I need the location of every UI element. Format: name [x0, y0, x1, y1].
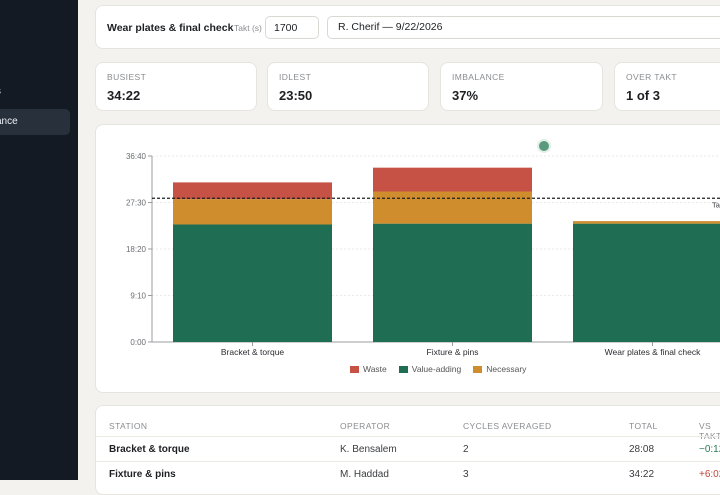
column-header-total[interactable]: TOTAL — [629, 421, 658, 431]
legend-label: Necessary — [486, 364, 527, 374]
sidebar-item-active[interactable]: ance — [0, 109, 70, 135]
takt-input[interactable] — [265, 16, 319, 39]
bar-value-adding-2 — [373, 223, 532, 342]
x-tick-label: Bracket & torque — [221, 347, 285, 357]
takt-line-label: Takt — [712, 200, 720, 209]
stat-value: 34:22 — [107, 88, 141, 103]
chart-legend: Waste Value-adding Necessary — [350, 364, 526, 374]
bar-necessary-1 — [173, 199, 332, 225]
bar-necessary-3 — [573, 221, 720, 224]
sidebar: s ance — [0, 0, 78, 480]
station-header: Wear plates & final check Takt (s) R. Ch… — [95, 5, 720, 49]
sidebar-item-label: s — [0, 79, 1, 105]
legend-item-waste: Waste — [350, 364, 387, 374]
column-header-cycles[interactable]: CYCLES AVERAGED — [463, 421, 552, 431]
legend-swatch-waste — [350, 365, 359, 373]
divider — [96, 436, 720, 437]
drag-handle-dot[interactable] — [537, 139, 551, 153]
stat-value: 1 of 3 — [626, 88, 660, 103]
y-tick-label: 27:30 — [126, 199, 147, 208]
takt-label: Takt (s) — [234, 23, 262, 33]
station-load-chart-card: 0:00 9:10 18:20 27:30 36:40 Bracket & torque F… — [95, 124, 720, 393]
legend-item-necessary: Necessary — [473, 364, 526, 374]
cell-cycles: 3 — [463, 469, 469, 480]
cell-operator: K. Bensalem — [340, 444, 397, 455]
bar-value-adding-1 — [173, 224, 332, 342]
column-header-operator[interactable]: OPERATOR — [340, 421, 391, 431]
stat-card-busiest: BUSIEST 34:22 — [95, 62, 257, 111]
station-title: Wear plates & final check — [107, 22, 234, 34]
bar-value-adding-3 — [573, 223, 720, 342]
stat-label: IDLEST — [279, 72, 312, 82]
stat-card-imbalance: IMBALANCE 37% — [440, 62, 603, 111]
legend-label: Waste — [363, 364, 387, 374]
stat-label: BUSIEST — [107, 72, 147, 82]
stat-value: 23:50 — [279, 88, 313, 103]
operator-date-select[interactable]: R. Cherif — 9/22/2026 — [327, 16, 720, 39]
legend-swatch-necessary — [473, 365, 483, 373]
cell-station: Bracket & torque — [109, 444, 190, 455]
sidebar-item[interactable]: s — [0, 79, 70, 105]
stat-card-over-takt: OVER TAKT 1 of 3 — [614, 62, 720, 111]
cell-vs-takt: +6:02 — [699, 469, 720, 480]
stat-card-idlest: IDLEST 23:50 — [267, 62, 429, 111]
cell-total: 34:22 — [629, 469, 655, 480]
cell-vs-takt: −0:12 — [699, 444, 720, 455]
sidebar-item-label: ance — [0, 116, 18, 127]
cell-cycles: 2 — [463, 444, 469, 455]
y-tick-label: 0:00 — [130, 338, 146, 347]
stacked-bar-chart: 0:00 9:10 18:20 27:30 36:40 Bracket & torque F… — [126, 152, 720, 357]
y-tick-label: 18:20 — [126, 245, 147, 254]
cell-total: 28:08 — [629, 444, 655, 455]
column-header-vs-takt[interactable]: VS TAKT — [699, 421, 720, 441]
cell-station: Fixture & pins — [109, 469, 176, 480]
cell-operator: M. Haddad — [340, 469, 389, 480]
stat-label: IMBALANCE — [452, 72, 505, 82]
stat-label: OVER TAKT — [626, 72, 677, 82]
x-tick-label: Wear plates & final check — [605, 347, 701, 357]
y-tick-label: 36:40 — [126, 152, 147, 161]
legend-label: Value-adding — [411, 364, 462, 374]
legend-item-value-adding: Value-adding — [398, 364, 462, 374]
station-table: STATION OPERATOR CYCLES AVERAGED TOTAL V… — [95, 405, 720, 495]
bar-waste-1 — [173, 182, 332, 200]
y-tick-label: 9:10 — [130, 292, 146, 301]
x-tick-label: Fixture & pins — [427, 347, 479, 357]
bar-necessary-2 — [373, 191, 532, 224]
bar-waste-2 — [373, 167, 532, 192]
stat-value: 37% — [452, 88, 479, 103]
column-header-station[interactable]: STATION — [109, 421, 148, 431]
divider — [96, 461, 720, 462]
legend-swatch-value-adding — [398, 365, 408, 373]
